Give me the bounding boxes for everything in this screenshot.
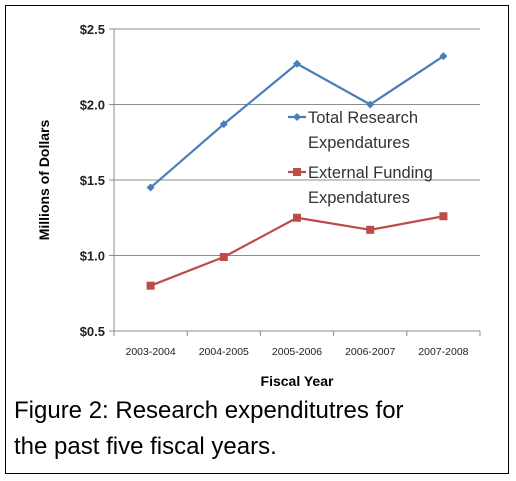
series-2-point — [293, 213, 301, 222]
x-tick-label: 2006-2007 — [345, 346, 395, 358]
series-2-point — [219, 253, 228, 262]
y-tick-label: $1.0 — [80, 249, 105, 264]
legend-label: Expendatures — [308, 134, 410, 152]
y-tick-label: $0.5 — [80, 324, 105, 339]
series-1-point — [439, 52, 448, 61]
caption-line-1: Figure 2: Research expenditutres for — [14, 397, 404, 424]
y-tick-label: $1.5 — [80, 173, 105, 188]
legend-label: External Funding — [308, 164, 433, 182]
legend-swatch-marker-1 — [293, 113, 301, 121]
figure-caption: Figure 2: Research expenditutres for the… — [14, 393, 504, 465]
y-axis-title: Millions of Dollars — [36, 120, 52, 241]
series-line-2 — [150, 215, 444, 287]
series-1-point — [293, 59, 301, 68]
legend-label: Total Research — [308, 109, 418, 127]
x-tick-label: 2005-2006 — [272, 346, 322, 358]
series-1-point — [219, 120, 228, 129]
series-1-point — [366, 100, 375, 109]
x-tick-label: 2004-2005 — [199, 346, 249, 358]
x-tick-label: 2007-2008 — [418, 346, 468, 358]
series-2-point — [439, 212, 448, 221]
series-1-point — [146, 183, 155, 192]
x-axis-title: Fiscal Year — [261, 373, 334, 389]
series-2-point — [146, 281, 155, 290]
x-tick-label: 2003-2004 — [125, 346, 175, 358]
caption-line-2: the past five fiscal years. — [14, 433, 277, 460]
legend-label: Expendatures — [308, 189, 410, 207]
legend-swatch-marker-2 — [293, 168, 301, 176]
series-2-point — [366, 225, 375, 234]
line-chart: $0.5 $1.0 $1.5 $2.0 $2.5 2003-2004 2004-2005 20… — [36, 22, 481, 389]
y-tick-label: $2.5 — [80, 22, 105, 37]
y-tick-label: $2.0 — [80, 98, 105, 113]
